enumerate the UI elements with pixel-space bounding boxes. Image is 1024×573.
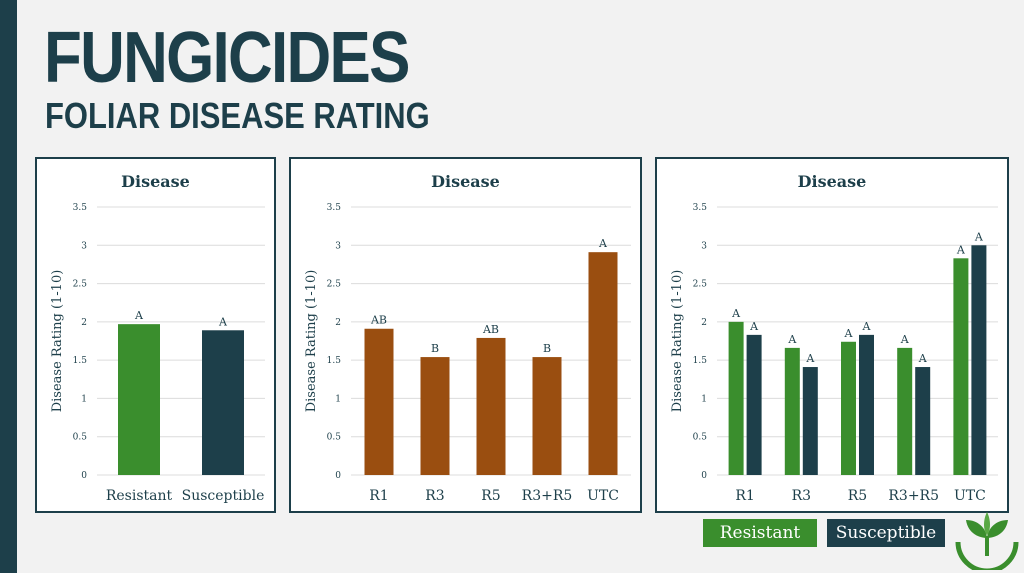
- y-tick-label: 0: [701, 471, 707, 481]
- bar: [971, 245, 987, 475]
- significance-letter: AB: [370, 314, 387, 327]
- y-tick-label: 2: [701, 318, 707, 328]
- bar: [118, 324, 160, 475]
- y-tick-label: 2.5: [693, 280, 708, 290]
- bar: [420, 357, 450, 475]
- chart-title: Disease: [431, 172, 500, 191]
- left-accent-bar: [0, 0, 17, 573]
- significance-letter: A: [218, 315, 228, 328]
- y-tick-label: 0.5: [327, 433, 342, 443]
- significance-letter: A: [918, 352, 928, 365]
- y-tick-label: 3: [81, 241, 87, 251]
- y-axis-label: Disease Rating (1-10): [50, 270, 65, 413]
- x-tick-label: R5: [481, 488, 500, 504]
- significance-letter: A: [731, 307, 741, 320]
- bar: [728, 321, 744, 475]
- y-tick-label: 3: [335, 241, 341, 251]
- page-subtitle: FOLIAR DISEASE RATING: [45, 95, 430, 136]
- chart-panel-variety: Disease Disease Rating (1-10) 0 0.5 1 1.5 2 2.5…: [35, 157, 276, 513]
- y-axis-label: Disease Rating (1-10): [304, 270, 319, 413]
- bar: [915, 367, 931, 475]
- bar: [532, 357, 562, 475]
- significance-letter: AB: [482, 323, 499, 336]
- significance-letter: B: [543, 342, 551, 355]
- x-tick-label: UTC: [587, 488, 619, 504]
- chart-timing-svg: Disease Disease Rating (1-10) 0 0.5 1 1.5 2 2.5…: [304, 172, 631, 504]
- y-tick-label: 1: [701, 394, 707, 404]
- y-tick-label: 3.5: [327, 203, 342, 213]
- y-tick-label: 2.5: [73, 280, 88, 290]
- y-tick-label: 1: [81, 394, 87, 404]
- leaf-logo-icon: [955, 512, 1019, 570]
- chart-timing-by-variety-svg: Disease Disease Rating (1-10) 0 0.5 1 1.5 2 2.5…: [670, 172, 998, 504]
- y-tick-label: 2: [335, 318, 341, 328]
- significance-letter: A: [598, 237, 608, 250]
- y-tick-label: 3.5: [73, 203, 88, 213]
- significance-letter: A: [862, 320, 872, 333]
- bar: [784, 347, 800, 475]
- legend-resistant: Resistant: [703, 519, 817, 547]
- y-tick-label: 1.5: [73, 356, 88, 366]
- chart-title: Disease: [121, 172, 190, 191]
- page-title: FUNGICIDES: [44, 18, 410, 98]
- y-tick-label: 3.5: [693, 203, 708, 213]
- y-tick-label: 3: [701, 241, 707, 251]
- significance-letter: A: [805, 352, 815, 365]
- significance-letter: B: [431, 342, 439, 355]
- bar: [859, 334, 874, 475]
- significance-letter: A: [787, 333, 797, 346]
- bar: [202, 330, 244, 475]
- y-tick-label: 1.5: [327, 356, 342, 366]
- bar: [953, 258, 969, 475]
- bar: [802, 367, 818, 475]
- significance-letter: A: [900, 333, 910, 346]
- y-axis-label: Disease Rating (1-10): [670, 270, 685, 413]
- bar: [841, 341, 856, 475]
- y-tick-label: 2.5: [327, 280, 342, 290]
- x-tick-label: R3: [792, 488, 811, 504]
- significance-letter: A: [134, 309, 144, 322]
- x-tick-label: R3+R5: [888, 488, 939, 504]
- x-tick-label: R3: [425, 488, 444, 504]
- significance-letter: A: [844, 327, 854, 340]
- chart-variety-svg: Disease Disease Rating (1-10) 0 0.5 1 1.5 2 2.5…: [50, 172, 265, 504]
- bar: [746, 334, 762, 475]
- bar: [364, 328, 394, 475]
- y-tick-label: 2: [81, 318, 87, 328]
- x-tick-label: R1: [369, 488, 388, 504]
- significance-letter: A: [956, 243, 966, 256]
- chart-panel-timing-by-variety: Disease Disease Rating (1-10) 0 0.5 1 1.5 2 2.5…: [655, 157, 1009, 513]
- x-tick-label: R1: [735, 488, 754, 504]
- legend-susceptible: Susceptible: [827, 519, 945, 547]
- significance-letter: A: [974, 230, 984, 243]
- x-tick-label: R3+R5: [522, 488, 573, 504]
- chart-panel-timing: Disease Disease Rating (1-10) 0 0.5 1 1.5 2 2.5…: [289, 157, 642, 513]
- x-tick-label: R5: [848, 488, 867, 504]
- bar: [897, 347, 913, 475]
- bar: [476, 337, 506, 475]
- x-tick-label: Resistant: [106, 488, 173, 504]
- bar: [588, 252, 618, 475]
- significance-letter: A: [749, 320, 759, 333]
- chart-title: Disease: [798, 172, 867, 191]
- y-tick-label: 0.5: [73, 433, 88, 443]
- y-tick-label: 1: [335, 394, 341, 404]
- x-tick-label: UTC: [954, 488, 986, 504]
- y-tick-label: 0.5: [693, 433, 708, 443]
- y-tick-label: 0: [81, 471, 87, 481]
- y-tick-label: 0: [335, 471, 341, 481]
- x-tick-label: Susceptible: [182, 488, 265, 504]
- y-tick-label: 1.5: [693, 356, 708, 366]
